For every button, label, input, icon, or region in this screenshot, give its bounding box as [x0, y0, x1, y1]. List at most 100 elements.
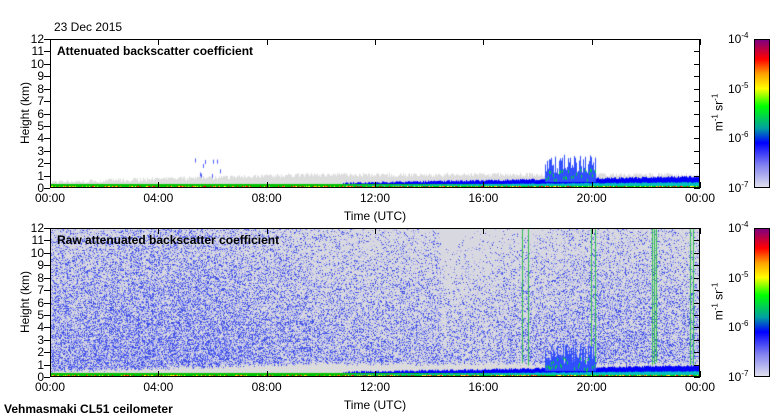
y-tick-label: 6 — [37, 106, 44, 121]
x-tick — [591, 182, 593, 188]
y-tick-right — [694, 138, 700, 140]
y-tick-label: 0 — [37, 370, 44, 384]
y-tick — [44, 277, 50, 279]
y-tick — [44, 175, 50, 177]
y-tick-right — [694, 377, 700, 378]
y-tick — [44, 265, 50, 267]
x-tick — [375, 371, 376, 377]
x-tick-label: 04:00 — [143, 380, 174, 394]
y-tick — [44, 101, 50, 103]
y-tick — [44, 76, 50, 78]
tick-base: 10 — [728, 32, 742, 46]
y-tick — [44, 138, 50, 140]
y-tick-right — [694, 163, 700, 165]
unit-exp: -1 — [710, 282, 720, 290]
y-tick-label: 12 — [30, 221, 44, 235]
y-tick-right — [694, 188, 700, 189]
backscatter-heatmap — [50, 39, 700, 188]
y-tick — [44, 327, 50, 329]
x-tick-label: 20:00 — [576, 191, 607, 205]
x-tick-top — [158, 39, 160, 45]
date-label: 23 Dec 2015 — [54, 20, 123, 34]
x-tick — [591, 371, 593, 377]
tick-exponent: -7 — [741, 180, 749, 189]
y-tick-right — [694, 252, 700, 254]
x-tick-label: 16:00 — [468, 191, 499, 205]
y-tick-label: 6 — [37, 295, 44, 310]
x-tick-label: 12:00 — [359, 380, 391, 394]
y-tick-right — [694, 314, 700, 316]
y-tick-right — [694, 277, 700, 279]
x-tick-top — [266, 228, 268, 234]
colorbar-tick-label: 10-4 — [728, 220, 748, 235]
colorbar-tick-label: 10-5 — [728, 81, 748, 96]
x-tick-label: 08:00 — [251, 191, 282, 205]
x-tick-top — [158, 228, 160, 234]
y-tick-right — [694, 352, 700, 354]
y-tick-label: 11 — [31, 44, 44, 59]
y-tick-right — [694, 290, 700, 292]
colorbar-tick-label: 10-5 — [728, 270, 748, 285]
colorbar-unit-label: m-1 sr-1 — [711, 88, 726, 138]
backscatter-heatmap — [50, 228, 700, 377]
colorbar — [754, 39, 770, 188]
y-tick-label: 10 — [30, 56, 44, 71]
tick-base: 10 — [728, 181, 742, 195]
y-tick-label: 3 — [37, 332, 44, 347]
tick-exponent: -4 — [741, 31, 749, 40]
y-tick — [44, 150, 50, 152]
y-tick-label: 4 — [37, 131, 44, 146]
colorbar-unit-label: m-1 sr-1 — [711, 277, 726, 327]
y-tick — [44, 302, 50, 304]
unit-exp: -1 — [710, 303, 720, 311]
y-tick — [44, 364, 50, 366]
y-tick-label: 2 — [37, 156, 44, 171]
tick-exponent: -6 — [741, 319, 749, 329]
unit-sr: sr — [711, 289, 726, 300]
colorbar-tick-label: 10-7 — [728, 369, 748, 384]
y-tick — [44, 240, 50, 242]
x-tick-label: 00:00 — [34, 380, 66, 394]
x-tick-top — [483, 228, 485, 234]
x-tick — [375, 182, 376, 188]
colorbar-tick-label: 10-7 — [728, 180, 748, 195]
x-tick — [700, 182, 701, 188]
y-tick — [44, 63, 50, 65]
y-tick — [44, 377, 50, 378]
y-tick — [44, 39, 50, 40]
y-tick — [44, 88, 50, 90]
y-tick — [44, 290, 50, 292]
colorbar — [754, 228, 770, 377]
x-tick — [483, 182, 485, 188]
x-axis-label: Time (UTC) — [343, 398, 407, 412]
x-tick-top — [700, 39, 701, 45]
y-tick-label: 9 — [37, 69, 44, 84]
y-tick-right — [694, 339, 700, 341]
x-tick-top — [266, 39, 268, 45]
unit-exp: -1 — [710, 114, 720, 122]
y-tick-right — [694, 39, 700, 40]
y-tick-right — [694, 125, 700, 127]
panel-title: Attenuated backscatter coefficient — [57, 44, 254, 58]
unit-m: m — [711, 310, 726, 321]
y-tick-right — [694, 88, 700, 90]
y-tick-label: 10 — [30, 245, 44, 260]
colorbar-tick-label: 10-6 — [728, 130, 748, 145]
x-tick-label: 04:00 — [143, 191, 174, 205]
y-tick-right — [694, 63, 700, 65]
x-tick — [50, 182, 51, 188]
y-tick-right — [694, 364, 700, 366]
x-tick-top — [591, 39, 593, 45]
y-tick — [44, 339, 50, 341]
tick-base: 10 — [728, 320, 742, 335]
y-tick-right — [694, 101, 700, 103]
y-tick-label: 3 — [37, 143, 44, 158]
tick-exponent: -6 — [741, 130, 749, 140]
x-tick-top — [700, 228, 701, 234]
y-tick-label: 11 — [31, 233, 44, 248]
y-tick-label: 12 — [30, 32, 44, 46]
y-tick-right — [694, 240, 700, 242]
plot-area-frame — [50, 39, 700, 188]
x-tick — [700, 371, 701, 377]
y-tick — [44, 352, 50, 354]
